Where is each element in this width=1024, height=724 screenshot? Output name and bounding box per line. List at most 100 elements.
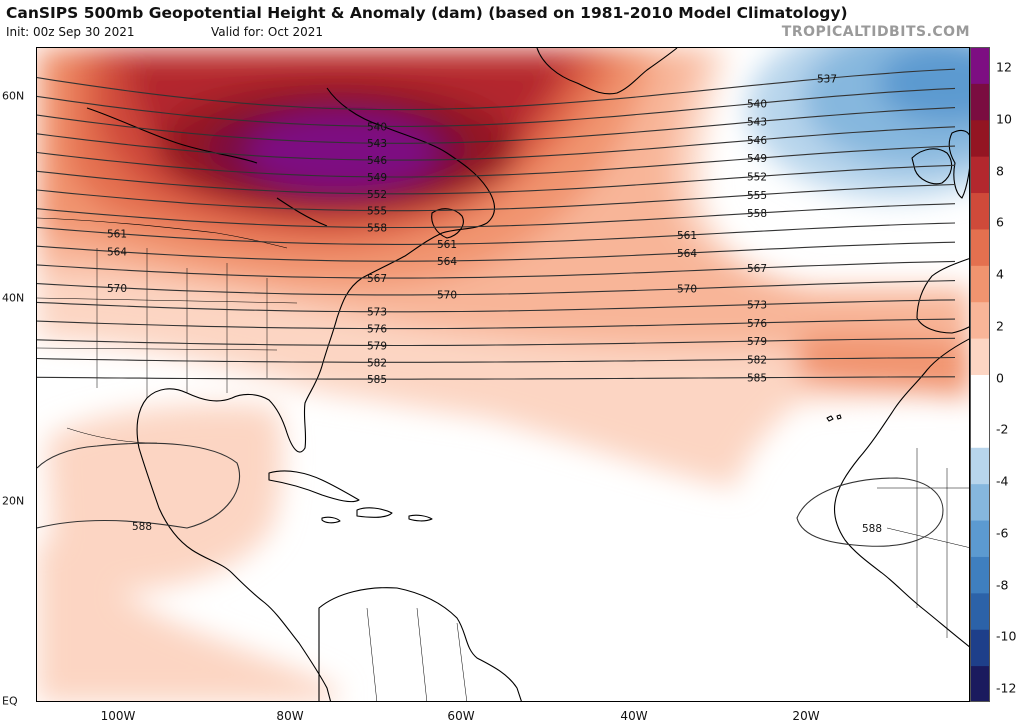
contour-line (37, 145, 956, 178)
colorbar-bin (970, 665, 990, 702)
contour-label: 543 (747, 117, 767, 129)
contour-line (37, 107, 956, 144)
contour-label: 564 (437, 256, 457, 268)
colorbar-tick-label: -12 (996, 680, 1017, 696)
contour-line (37, 241, 956, 262)
contour-label: 561 (437, 239, 457, 251)
contour-line (37, 164, 956, 195)
longitude-label: 60W (447, 709, 475, 723)
contour-label: 540 (747, 98, 767, 110)
contour-label: 570 (437, 290, 457, 302)
latitude-label: 20N (2, 494, 25, 508)
contour-line (37, 356, 956, 363)
colorbar-bin (970, 83, 990, 121)
latitude-label: 40N (2, 291, 25, 305)
valid-time: Valid for: Oct 2021 (211, 25, 323, 39)
contour-label: 570 (107, 283, 127, 295)
anomaly-colorbar (970, 47, 990, 702)
contour-label: 585 (747, 373, 767, 385)
longitude-label: 100W (100, 709, 136, 723)
contour-label: 576 (747, 318, 767, 330)
contour-line (37, 87, 956, 127)
longitude-label: 20W (792, 709, 820, 723)
anomaly-shading (37, 48, 969, 701)
colorbar-bin (970, 156, 990, 194)
contour-label: 546 (367, 155, 387, 167)
contour-label: 549 (367, 172, 387, 184)
contour-label: 537 (817, 73, 837, 85)
contour-label: 588 (132, 521, 152, 533)
contour-label: 561 (107, 229, 127, 241)
contour-label: 552 (747, 171, 767, 183)
colorbar-bin (970, 592, 990, 630)
colorbar-bin (970, 301, 990, 339)
contour-label: 564 (677, 248, 697, 260)
coastlines-and-borders (37, 48, 969, 701)
colorbar-tick-label: -4 (996, 473, 1009, 489)
contour-line (796, 477, 944, 547)
contour-label: 567 (367, 273, 387, 285)
contour-label: 585 (367, 374, 387, 386)
latitude-label: 60N (2, 89, 25, 103)
contour-label: 579 (367, 340, 387, 352)
contour-line (37, 126, 956, 161)
colorbar-bin (970, 374, 990, 412)
contour-line (37, 299, 956, 313)
contour-label: 588 (862, 523, 882, 535)
contour-line (37, 442, 241, 529)
page-title: CanSIPS 500mb Geopotential Height & Anom… (6, 4, 848, 22)
init-time: Init: 00z Sep 30 2021 (6, 25, 135, 39)
contour-label: 576 (367, 324, 387, 336)
contour-label: 573 (747, 300, 767, 312)
contour-label: 573 (367, 307, 387, 319)
contour-label: 570 (677, 284, 697, 296)
colorbar-bin (970, 338, 990, 375)
height-contour-labels: 537 540 540 543 543 546 546 549 549 552 552 555 555 5… (107, 73, 882, 535)
contour-label: 549 (747, 153, 767, 165)
contour-line (37, 183, 956, 212)
colorbar-tick-label: 2 (996, 318, 1004, 334)
contour-line (37, 222, 956, 245)
latitude-label: EQ (2, 694, 18, 708)
colorbar-bin (970, 410, 990, 448)
contour-line (37, 68, 956, 111)
brand-watermark: TROPICALTIDBITS.COM (781, 24, 970, 40)
contour-label: 546 (747, 135, 767, 147)
contour-line (37, 280, 956, 296)
colorbar-bin (970, 520, 990, 557)
longitude-label: 80W (276, 709, 304, 723)
colorbar-bin (970, 556, 990, 594)
contour-label: 555 (367, 206, 387, 218)
colorbar-tick-label: 4 (996, 266, 1004, 282)
colorbar-tick-label: -6 (996, 525, 1009, 541)
colorbar-bin (970, 483, 990, 521)
contour-label: 564 (107, 247, 127, 259)
contour-label: 543 (367, 138, 387, 150)
contour-label: 561 (677, 230, 697, 242)
contour-label: 552 (367, 189, 387, 201)
contour-label: 555 (747, 190, 767, 202)
contour-label: 558 (367, 222, 387, 234)
colorbar-tick-label: -10 (996, 628, 1017, 644)
colorbar-tick-label: 8 (996, 163, 1004, 178)
colorbar-bin (970, 119, 990, 157)
longitude-label: 40W (620, 709, 648, 723)
colorbar-bin (970, 228, 990, 266)
colorbar-tick-label: -2 (996, 421, 1009, 437)
colorbar-bin (970, 629, 990, 667)
contour-line (37, 318, 956, 330)
contour-label: 582 (367, 357, 387, 369)
height-contours (37, 68, 956, 547)
contour-line (37, 260, 956, 279)
contour-label: 540 (367, 121, 387, 133)
colorbar-tick-label: -8 (996, 577, 1009, 592)
colorbar-bin (970, 47, 990, 84)
contour-label: 582 (747, 354, 767, 366)
contour-line (37, 203, 956, 229)
colorbar-tick-label: 10 (996, 111, 1012, 127)
colorbar-tick-label: 12 (996, 59, 1012, 75)
map-panel: 537 540 540 543 543 546 546 549 549 552 552 555 555 5… (36, 47, 970, 702)
colorbar-bin (970, 447, 990, 485)
colorbar-bin (970, 265, 990, 303)
colorbar-tick-label: 0 (996, 370, 1004, 385)
